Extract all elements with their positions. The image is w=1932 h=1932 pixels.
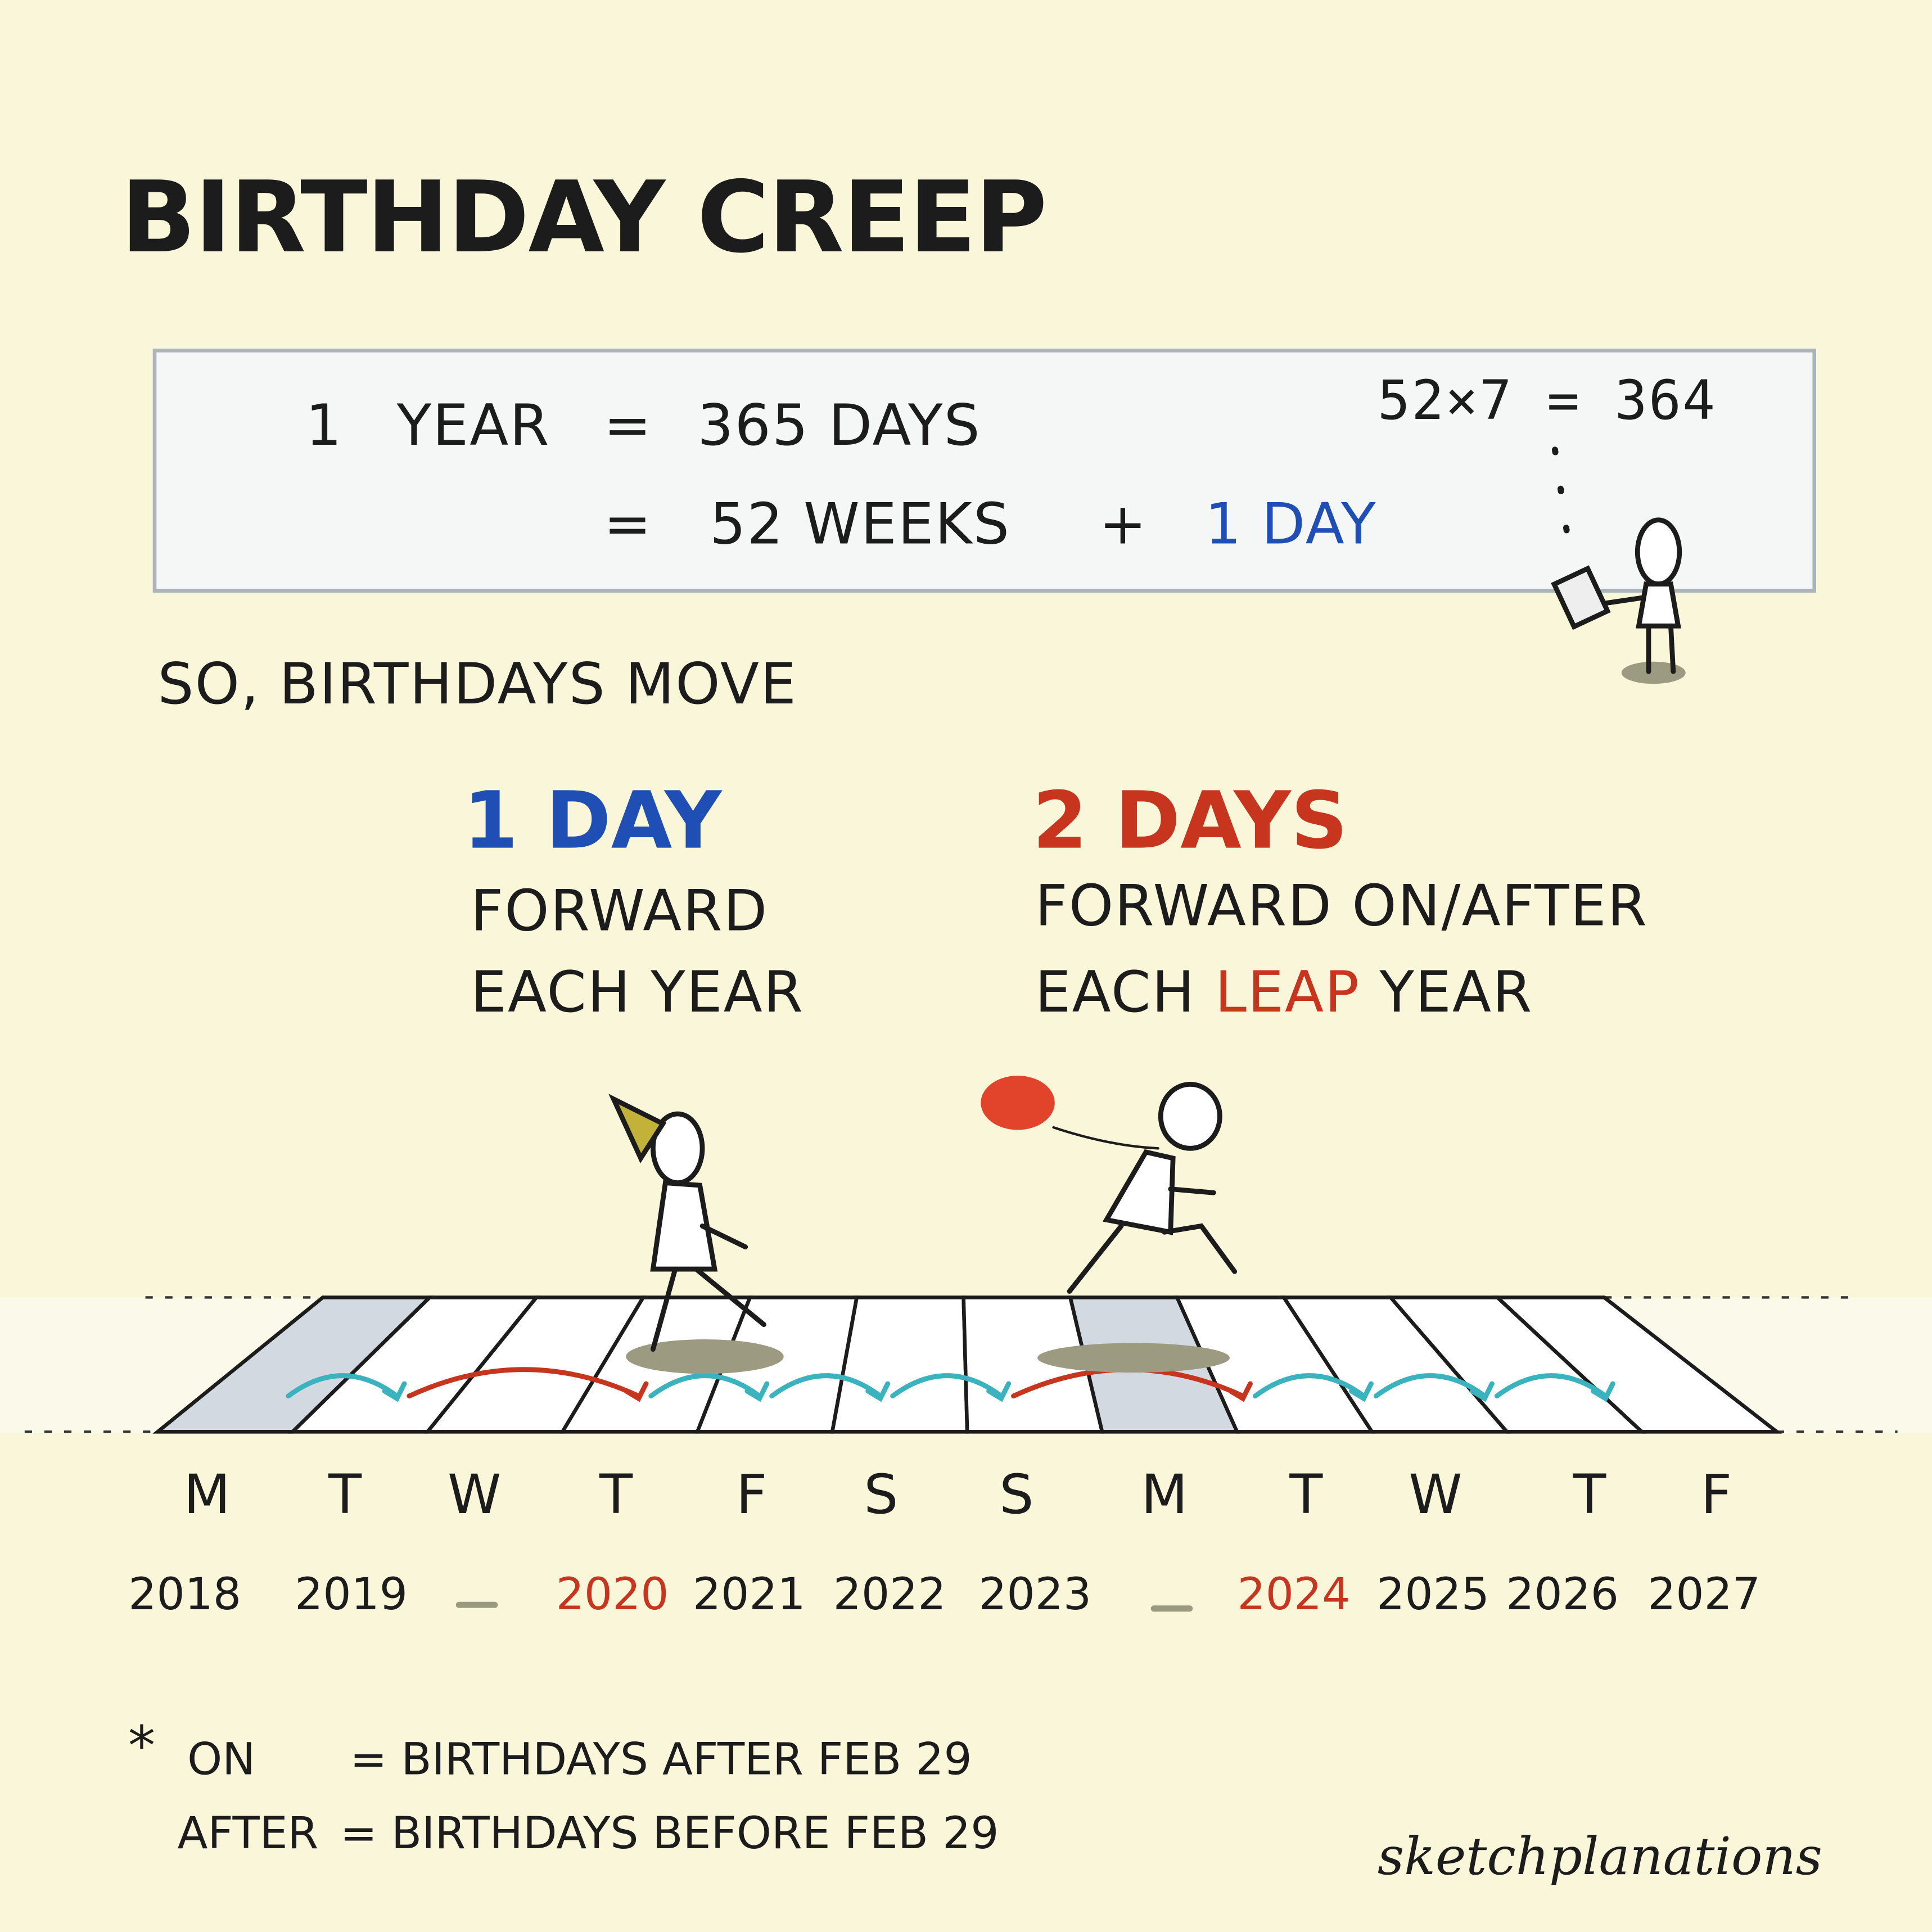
day-label: M [183,1464,231,1527]
arrow-head [1228,1381,1253,1402]
day-label: F [1700,1464,1732,1527]
page-title: BIRTHDAY CREEP [120,160,1048,275]
shift-arrow [648,1373,762,1399]
eq-plus: + [1099,490,1148,557]
year-label: 2018 [128,1569,242,1620]
shift-arrow [1373,1373,1487,1399]
footnote-after-label: AFTER [177,1808,319,1859]
day-label: T [1573,1464,1606,1527]
party-hat-walker-icon [608,1094,784,1374]
day-label: T [1289,1464,1323,1527]
footnote-on-def: = BIRTHDAYS AFTER FEB 29 [350,1735,972,1786]
day-label: S [864,1464,899,1527]
eq-52-weeks: 52 WEEKS [710,490,1011,557]
gap-dash [455,1601,498,1608]
calc-text: 52×7 = 364 [1377,369,1717,433]
year-label: 2019 [295,1569,408,1620]
arrow-head [1349,1381,1374,1402]
year-label: 2020 [556,1569,669,1620]
day-cell [830,1295,969,1434]
shift-arrow [1252,1373,1366,1399]
shift-arrow [286,1373,400,1399]
year-label: 2027 [1647,1569,1761,1620]
balloon-runner-icon [981,1076,1238,1373]
one-day-line2: EACH YEAR [471,958,805,1026]
shift-arrow [407,1367,642,1399]
arrow-head [382,1381,407,1402]
day-label: S [999,1464,1034,1527]
arrow-head [1590,1381,1615,1402]
eq-equals-2: = [603,490,653,557]
shift-arrow [890,1373,1004,1399]
equation-box [152,349,1817,593]
year-label: 2026 [1506,1569,1619,1620]
eq-one: 1 [305,391,343,459]
leap-word: LEAP [1215,958,1361,1026]
year-label: 2021 [692,1569,806,1620]
two-days-line1: FORWARD ON/AFTER [1035,872,1649,939]
day-label: T [328,1464,362,1527]
one-day-line1: FORWARD [471,877,769,944]
shift-arrow [769,1373,883,1399]
arrow-head [865,1381,891,1402]
year-word: YEAR [1379,958,1533,1026]
footnote-after-def: = BIRTHDAYS BEFORE FEB 29 [340,1808,999,1859]
day-label: T [599,1464,633,1527]
arrow-head [1469,1381,1495,1402]
arrow-head [986,1381,1012,1402]
brand-logo: sketchplanations [1377,1826,1822,1886]
calculator-person-icon [1551,446,1686,684]
footnote-star: * [128,1715,156,1778]
day-label: W [447,1464,502,1527]
day-label: W [1409,1464,1462,1527]
eq-1-day: 1 DAY [1205,490,1377,557]
two-days-heading: 2 DAYS [1032,776,1348,868]
one-day-heading: 1 DAY [463,776,722,868]
shift-arrow [1494,1373,1608,1399]
gap-dash [1150,1605,1193,1612]
year-label: 2025 [1376,1569,1489,1620]
each-word: EACH [1035,958,1196,1026]
footnote-on-label: ON [187,1735,256,1786]
eq-year: YEAR [396,391,550,459]
eq-equals-1: = [603,391,653,459]
arrow-head [744,1381,770,1402]
day-label: M [1141,1464,1188,1527]
day-timeline [152,1295,1782,1434]
day-cell [1492,1295,1782,1434]
year-label: 2023 [978,1569,1092,1620]
year-label: 2022 [833,1569,946,1620]
year-label: 2024 [1237,1569,1351,1620]
day-label: F [735,1464,768,1527]
two-days-line2: EACH LEAP YEAR [1035,959,1533,1025]
eq-365-days: 365 DAYS [697,391,981,459]
arrow-head [624,1381,649,1402]
so-text: SO, BIRTHDAYS MOVE [157,651,798,717]
